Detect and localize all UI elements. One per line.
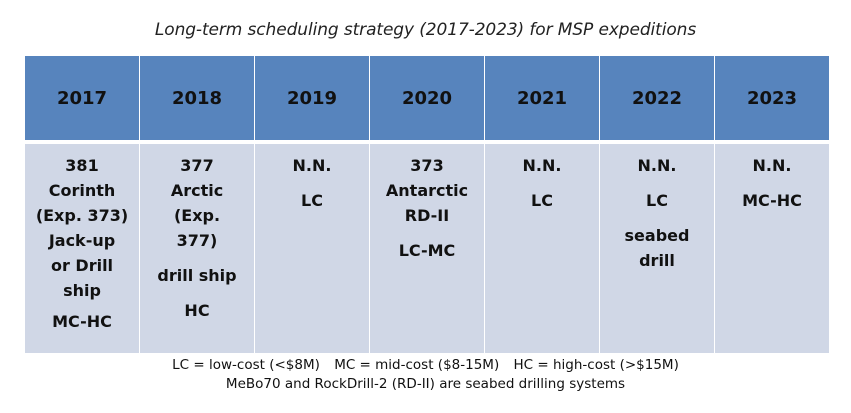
cost-class: HC xyxy=(184,301,210,320)
cell-line: drill xyxy=(639,251,675,270)
cell-line: N.N. xyxy=(637,156,677,175)
cell-line: drill ship xyxy=(157,266,237,285)
year-label: 2023 xyxy=(746,87,798,109)
legend-hc: HC = high-cost (>$15M) xyxy=(513,357,679,373)
cell-line: seabed xyxy=(624,226,690,245)
cell-line: N.N. xyxy=(752,156,792,175)
year-header: 2019 xyxy=(255,56,369,140)
legend-notes: LC = low-cost (<$8M) MC = mid-cost ($8-1… xyxy=(0,356,851,394)
cost-class: LC xyxy=(301,191,323,210)
cell-line: Antarctic xyxy=(385,181,469,200)
year-cell: N.N. LC xyxy=(485,144,599,353)
year-header: 2023 xyxy=(715,56,829,140)
year-header: 2018 xyxy=(140,56,254,140)
legend-footnote: MeBo70 and RockDrill-2 (RD-II) are seabe… xyxy=(225,376,626,392)
year-label: 2021 xyxy=(516,87,568,109)
year-cell: N.N. LC xyxy=(255,144,369,353)
year-header: 2022 xyxy=(600,56,714,140)
cell-line: ship xyxy=(63,281,101,300)
year-label: 2022 xyxy=(631,87,683,109)
legend-mc: MC = mid-cost ($8-15M) xyxy=(334,357,500,373)
cost-class: MC-HC xyxy=(52,312,112,331)
cell-line: RD-II xyxy=(404,206,450,225)
cell-line: (Exp. xyxy=(173,206,221,225)
cell-line: or Drill xyxy=(50,256,114,275)
year-label: 2017 xyxy=(56,87,108,109)
cell-line: (Exp. 373) xyxy=(35,206,129,225)
cell-line: Arctic xyxy=(170,181,224,200)
year-label: 2020 xyxy=(401,87,453,109)
year-label: 2018 xyxy=(171,87,223,109)
cost-class: LC xyxy=(531,191,553,210)
year-header: 2020 xyxy=(370,56,484,140)
cell-line: N.N. xyxy=(292,156,332,175)
year-label: 2019 xyxy=(286,87,338,109)
schedule-table: 2017 381 Corinth (Exp. 373) Jack-up or D… xyxy=(25,56,831,353)
year-cell: 377 Arctic (Exp. 377) drill ship HC xyxy=(140,144,254,353)
year-cell: 381 Corinth (Exp. 373) Jack-up or Drill … xyxy=(25,144,139,353)
year-cell: 373 Antarctic RD-II LC-MC xyxy=(370,144,484,353)
cell-line: 373 xyxy=(410,156,444,175)
cost-class: LC-MC xyxy=(398,241,456,260)
cell-line: 377) xyxy=(176,231,218,250)
cell-line: 381 xyxy=(65,156,99,175)
cost-class: LC xyxy=(646,191,668,210)
cost-legend: LC = low-cost (<$8M) MC = mid-cost ($8-1… xyxy=(0,356,851,375)
page-title: Long-term scheduling strategy (2017-2023… xyxy=(154,20,697,40)
cost-class: MC-HC xyxy=(742,191,802,210)
cell-line: Jack-up xyxy=(48,231,116,250)
year-cell: N.N. MC-HC xyxy=(715,144,829,353)
cell-line: 377 xyxy=(180,156,214,175)
year-cell: N.N. LC seabed drill xyxy=(600,144,714,353)
cell-line: N.N. xyxy=(522,156,562,175)
legend-lc: LC = low-cost (<$8M) xyxy=(172,357,320,373)
year-header: 2021 xyxy=(485,56,599,140)
year-header: 2017 xyxy=(25,56,139,140)
cell-line: Corinth xyxy=(48,181,116,200)
